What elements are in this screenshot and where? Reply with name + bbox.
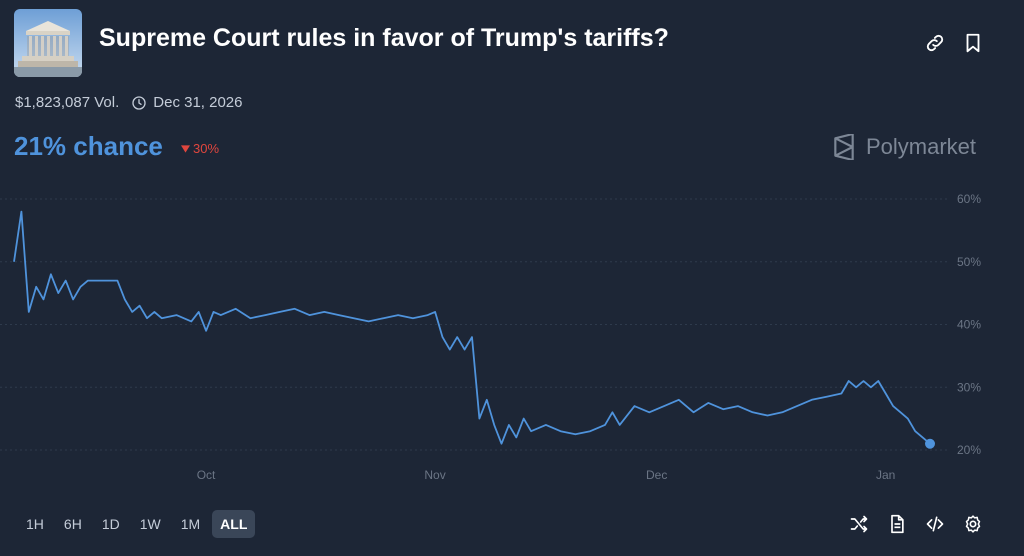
- supreme-court-thumbnail: [14, 9, 82, 77]
- x-tick-label: Nov: [424, 468, 445, 482]
- current-point-marker: [925, 438, 935, 449]
- end-date-text: Dec 31, 2026: [153, 94, 243, 111]
- y-tick-label: 50%: [957, 255, 981, 269]
- change-value: 30%: [193, 141, 220, 156]
- market-thumbnail: [14, 9, 82, 77]
- range-button-1m[interactable]: 1M: [180, 516, 201, 532]
- market-meta: $1,823,087 Vol. Dec 31, 2026: [15, 94, 243, 111]
- bookmark-icon[interactable]: [962, 32, 984, 54]
- polymarket-brand: Polymarket: [831, 134, 976, 160]
- clock-icon: [132, 95, 146, 110]
- volume-text: $1,823,087 Vol.: [15, 94, 120, 111]
- time-range-selector: 1H 6H 1D 1W 1M ALL: [18, 510, 256, 538]
- range-button-1w[interactable]: 1W: [139, 516, 161, 532]
- polymarket-logo-icon: [834, 134, 854, 160]
- x-tick-label: Oct: [197, 468, 216, 482]
- down-triangle-icon: [181, 144, 190, 153]
- chance-value: 21% chance: [14, 131, 163, 161]
- range-button-6h[interactable]: 6H: [63, 516, 82, 532]
- range-button-1d[interactable]: 1D: [101, 516, 120, 532]
- range-button-all[interactable]: ALL: [212, 510, 256, 538]
- y-tick-label: 30%: [957, 380, 981, 394]
- price-chart: 60% 50% 40% 30% 20% Oct Nov Dec Jan: [0, 192, 981, 482]
- document-icon[interactable]: [887, 514, 907, 534]
- range-button-1h[interactable]: 1H: [26, 516, 44, 532]
- embed-code-icon[interactable]: [925, 514, 945, 534]
- market-title: Supreme Court rules in favor of Trump's …: [99, 24, 669, 52]
- y-tick-label: 20%: [957, 443, 981, 457]
- brand-name: Polymarket: [866, 134, 977, 159]
- x-tick-label: Dec: [646, 468, 667, 482]
- series-line: [13, 210, 931, 445]
- shuffle-icon[interactable]: [849, 514, 869, 534]
- change-badge: 30%: [181, 141, 219, 156]
- x-tick-label: Jan: [876, 468, 895, 482]
- link-icon[interactable]: [924, 32, 946, 54]
- settings-icon[interactable]: [963, 514, 983, 534]
- y-tick-label: 60%: [957, 192, 981, 206]
- y-tick-label: 40%: [957, 318, 981, 332]
